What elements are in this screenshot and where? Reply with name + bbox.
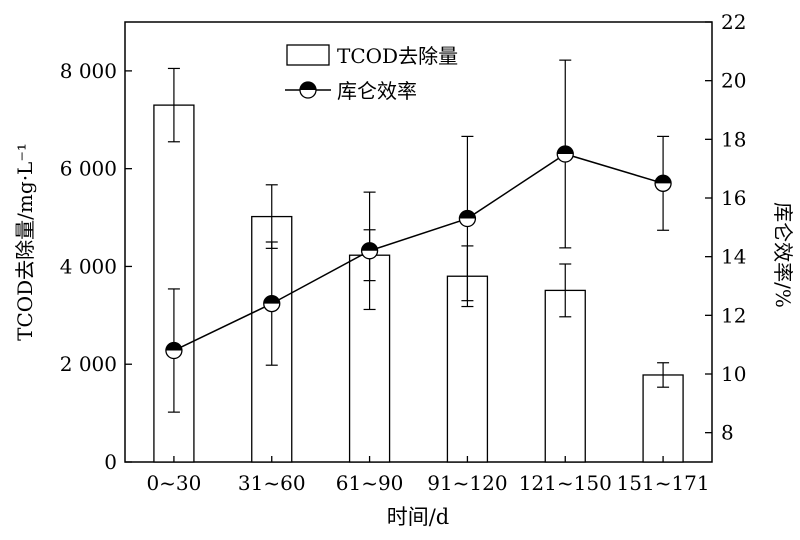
y2-tick-label: 22 (721, 10, 746, 34)
y2-tick-label: 10 (721, 362, 746, 386)
y2-tick-label: 14 (721, 245, 746, 269)
bar-error-bar (657, 362, 670, 388)
line-point-marker (654, 174, 672, 192)
y-axis-label: TCOD去除量/mg·L⁻¹ (13, 143, 37, 341)
legend-label-bar: TCOD去除量 (337, 44, 458, 68)
y-tick-label: 8 000 (60, 59, 117, 83)
legend-half-filled-circle-icon (299, 81, 317, 99)
y2-axis-label: 库仑效率/% (771, 202, 795, 308)
bar-error-bar (559, 263, 572, 318)
x-axis-ticks: 0~30 31~60 61~90 91~120 121~150 151~171 (146, 456, 710, 495)
line-point-marker (263, 294, 281, 313)
x-tick-label: 91~120 (427, 471, 507, 495)
x-tick-label: 0~30 (146, 471, 201, 495)
x-tick-label: 121~150 (519, 471, 612, 495)
y2-tick-label: 18 (721, 127, 746, 151)
y2-tick-label: 20 (721, 69, 746, 93)
x-tick-label: 151~171 (617, 471, 710, 495)
line-point-marker (360, 242, 379, 260)
x-tick-label: 61~90 (336, 471, 404, 495)
bar (446, 275, 489, 463)
line-point-marker (458, 209, 477, 228)
plot-frame (124, 21, 713, 463)
y-tick-label: 2 000 (60, 352, 117, 376)
y2-tick-label: 8 (721, 421, 734, 445)
right-axis-ticks: 8 10 12 14 16 18 20 22 (705, 10, 746, 445)
legend-marker-shape (299, 81, 317, 99)
x-tick-label: 31~60 (238, 471, 306, 495)
line-series (165, 59, 672, 413)
y2-tick-label: 16 (721, 186, 746, 210)
line-point-marker (165, 341, 183, 360)
bar (642, 374, 684, 463)
bar-error-bars (167, 67, 670, 388)
bar-error-bar (167, 67, 180, 143)
line-point-marker (556, 145, 574, 163)
coulombic-efficiency-line (173, 153, 664, 352)
x-axis-label: 时间/d (387, 505, 450, 529)
left-axis-ticks: 0 2 000 4 000 6 000 8 000 (60, 59, 132, 474)
y-tick-label: 4 000 (60, 254, 117, 278)
legend-bar-swatch (286, 44, 330, 66)
bar-series (153, 104, 684, 463)
legend-label-line: 库仑效率 (337, 79, 417, 103)
y2-tick-label: 12 (721, 303, 746, 327)
legend: TCOD去除量 库仑效率 (285, 44, 458, 103)
y-tick-label: 0 (104, 450, 117, 474)
y-tick-label: 6 000 (60, 157, 117, 181)
